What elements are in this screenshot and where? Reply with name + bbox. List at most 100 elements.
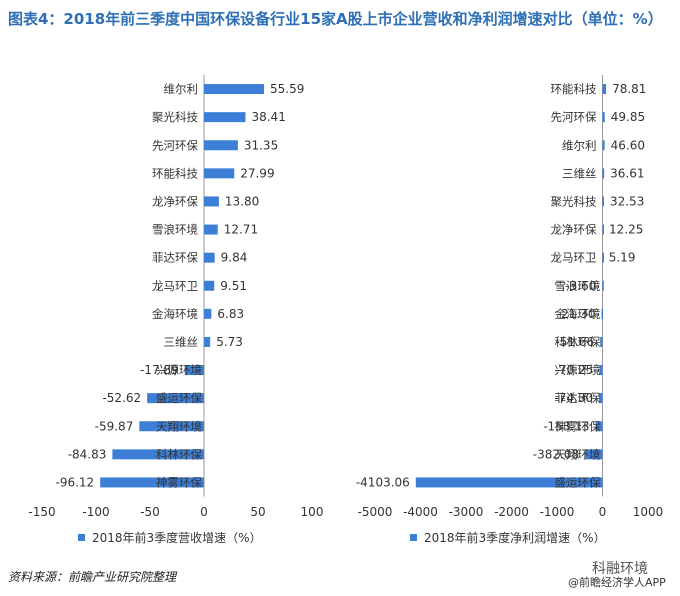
category-label-1-9: 金海环境: [152, 307, 198, 321]
legend-label-2: 2018年前3季度净利润增速（%）: [424, 530, 606, 545]
category-label-2-7: 龙马环卫: [551, 251, 597, 265]
category-label-2-6: 龙净环保: [551, 223, 597, 237]
value-label-1-11: -17.89: [140, 363, 179, 377]
value-label-2-7: 5.19: [609, 251, 636, 265]
category-label-2-12: 菲达环保: [555, 391, 601, 405]
bar-2-3: [602, 140, 605, 151]
category-label-2-8: 雪浪环境: [555, 279, 601, 293]
bar-1-10: [204, 336, 211, 347]
value-label-1-8: 9.51: [220, 279, 247, 293]
category-label-1-5: 龙净环保: [152, 194, 198, 208]
bar-1-13: [139, 421, 204, 432]
legend-label-1: 2018年前3季度营收增速（%）: [92, 530, 262, 545]
brand-name: 科融环境: [592, 561, 648, 577]
value-label-1-3: 31.35: [244, 138, 278, 152]
brand-handle: @前瞻经济学人APP: [568, 576, 666, 589]
value-label-1-1: 55.59: [270, 82, 304, 96]
value-label-1-2: 38.41: [251, 110, 285, 124]
category-label-1-13: 天翔环境: [156, 419, 202, 433]
value-label-2-10: -51.66: [555, 335, 594, 349]
bar-2-9: [601, 308, 604, 319]
category-label-1-2: 聚光科技: [152, 110, 198, 124]
bar-2-11: [599, 365, 603, 376]
bar-1-12: [147, 393, 204, 404]
category-label-2-2: 先河环保: [551, 110, 597, 124]
bar-1-2: [204, 112, 246, 123]
bar-2-6: [602, 224, 604, 235]
value-label-2-15: -4103.06: [356, 475, 410, 489]
value-label-2-8: -3.60: [565, 279, 596, 293]
value-label-1-6: 12.71: [224, 223, 258, 237]
bar-2-15: [415, 477, 603, 488]
category-label-1-7: 菲达环保: [152, 251, 198, 265]
bar-1-11: [184, 365, 204, 376]
chart-title: 图表4：2018年前三季度中国环保设备行业15家A股上市企业营收和净利润增速对比…: [8, 10, 663, 28]
category-label-1-11: 兴源环境: [156, 363, 202, 377]
value-label-2-14: -382.08: [533, 447, 579, 461]
bar-2-8: [602, 280, 604, 291]
category-label-1-10: 三维丝: [164, 335, 199, 349]
x-tick-label-2-1: -5000: [358, 505, 393, 519]
x-tick-label-2-2: -4000: [403, 505, 438, 519]
category-label-1-12: 盛运环保: [156, 391, 202, 405]
value-label-1-15: -96.12: [56, 475, 95, 489]
x-tick-label-1-2: -100: [82, 505, 109, 519]
bar-2-2: [602, 112, 605, 123]
value-label-2-3: 46.60: [611, 138, 645, 152]
value-label-1-5: 13.80: [225, 194, 259, 208]
category-label-2-11: 兴源环境: [555, 363, 601, 377]
x-tick-label-2-5: -1000: [540, 505, 575, 519]
category-label-2-10: 科林环保: [555, 335, 601, 349]
value-label-2-12: -74.30: [554, 391, 593, 405]
category-label-2-5: 聚光科技: [551, 194, 597, 208]
value-label-2-1: 78.81: [612, 82, 646, 96]
legend-swatch-2: [410, 534, 417, 541]
bar-1-9: [204, 308, 212, 319]
value-label-2-9: -21.30: [557, 307, 596, 321]
value-label-1-4: 27.99: [240, 166, 274, 180]
x-tick-label-2-3: -3000: [449, 505, 484, 519]
value-label-1-14: -84.83: [68, 447, 107, 461]
category-label-2-13: 神雾环保: [555, 419, 601, 433]
x-tick-label-1-6: 100: [301, 505, 324, 519]
bar-1-6: [204, 224, 218, 235]
x-tick-label-2-4: -2000: [494, 505, 529, 519]
category-label-1-6: 雪浪环境: [152, 223, 198, 237]
category-label-2-9: 金海环境: [555, 307, 601, 321]
x-tick-label-1-4: 0: [200, 505, 208, 519]
bar-2-1: [602, 84, 607, 95]
category-label-1-15: 神雾环保: [156, 475, 202, 489]
bar-1-5: [204, 196, 219, 207]
legend-swatch-1: [78, 534, 85, 541]
category-label-2-3: 维尔利: [562, 138, 597, 152]
category-label-1-8: 龙马环卫: [152, 279, 198, 293]
bar-2-4: [602, 168, 605, 179]
x-tick-label-1-1: -150: [28, 505, 55, 519]
value-label-2-4: 36.61: [610, 166, 644, 180]
bar-1-7: [204, 252, 215, 263]
value-label-2-6: 12.25: [609, 223, 643, 237]
x-tick-label-2-7: 1000: [633, 505, 664, 519]
bar-1-1: [204, 84, 265, 95]
bar-2-14: [585, 449, 603, 460]
value-label-2-11: -70.25: [555, 363, 594, 377]
category-label-2-4: 三维丝: [562, 166, 597, 180]
value-label-1-13: -59.87: [95, 419, 134, 433]
bar-1-14: [112, 449, 204, 460]
value-label-1-12: -52.62: [102, 391, 141, 405]
x-tick-label-1-3: -50: [140, 505, 160, 519]
value-label-1-7: 9.84: [221, 251, 248, 265]
category-label-1-3: 先河环保: [152, 138, 198, 152]
bar-2-10: [600, 336, 603, 347]
value-label-2-13: -153.13: [543, 419, 589, 433]
x-tick-label-1-5: 50: [250, 505, 265, 519]
bar-2-7: [602, 252, 604, 263]
bar-2-12: [599, 393, 603, 404]
category-label-1-4: 环能科技: [152, 166, 198, 180]
bar-1-4: [204, 168, 235, 179]
bar-2-5: [602, 196, 604, 207]
category-label-2-14: 天翔环境: [555, 447, 601, 461]
category-label-1-14: 科林环保: [156, 447, 202, 461]
value-label-1-9: 6.83: [217, 307, 244, 321]
